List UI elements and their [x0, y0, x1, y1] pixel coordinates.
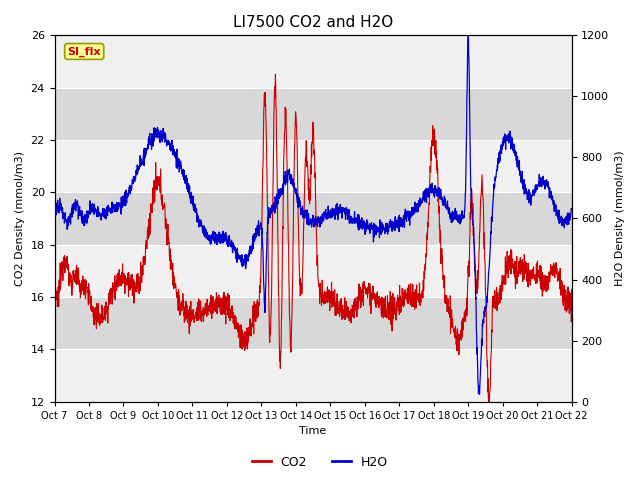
Bar — [54, 140, 572, 192]
Legend: CO2, H2O: CO2, H2O — [247, 451, 393, 474]
Text: SI_flx: SI_flx — [67, 47, 101, 57]
Y-axis label: CO2 Density (mmol/m3): CO2 Density (mmol/m3) — [15, 151, 25, 286]
Bar — [54, 349, 572, 402]
Y-axis label: H2O Density (mmol/m3): H2O Density (mmol/m3) — [615, 151, 625, 286]
Bar — [54, 297, 572, 349]
Bar — [54, 36, 572, 88]
Bar — [54, 192, 572, 245]
Title: LI7500 CO2 and H2O: LI7500 CO2 and H2O — [233, 15, 393, 30]
Bar — [54, 88, 572, 140]
Bar — [54, 245, 572, 297]
X-axis label: Time: Time — [300, 426, 326, 436]
